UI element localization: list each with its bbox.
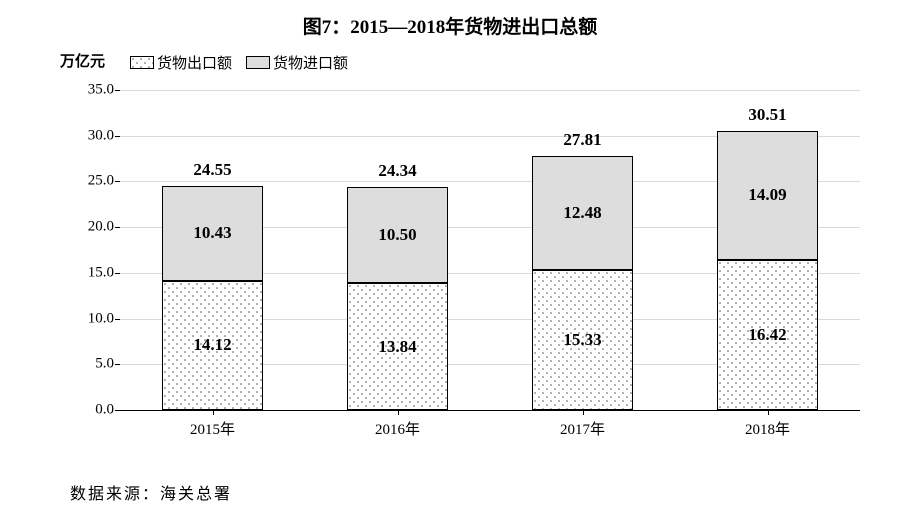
bar-value-import: 10.50	[347, 225, 449, 245]
bar-value-import: 12.48	[532, 203, 634, 223]
x-tick-label: 2016年	[305, 410, 490, 439]
y-tick-label: 30.0	[88, 127, 120, 144]
legend-label-import: 货物进口额	[273, 52, 348, 73]
bar-value-export: 14.12	[162, 335, 264, 355]
data-source: 数据来源：海关总署	[70, 480, 232, 504]
legend-item-import: 货物进口额	[246, 52, 348, 73]
bar-value-import: 10.43	[162, 223, 264, 243]
bar-group: 15.3312.4827.81	[532, 156, 634, 410]
legend-label-export: 货物出口额	[157, 52, 232, 73]
bar-group: 16.4214.0930.51	[717, 131, 819, 410]
y-tick-label: 0.0	[95, 402, 120, 419]
bar-group: 13.8410.5024.34	[347, 187, 449, 410]
bar-total-label: 30.51	[717, 105, 819, 125]
plot-region: 0.05.010.015.020.025.030.035.014.1210.43…	[120, 90, 860, 411]
chart-area: 万亿元 货物出口额 货物进口额 0.0 5.0 10.0 15.0 20.0 25.0 30…	[60, 50, 860, 450]
y-tick-label: 5.0	[95, 356, 120, 373]
y-tick-label: 25.0	[88, 173, 120, 190]
chart-title: 图7：2015—2018年货物进出口总额	[0, 0, 900, 39]
bar-value-export: 15.33	[532, 330, 634, 350]
y-tick-label: 10.0	[88, 310, 120, 327]
y-tick-label: 15.0	[88, 264, 120, 281]
y-tick-label: 20.0	[88, 219, 120, 236]
legend: 货物出口额 货物进口额	[130, 52, 348, 73]
bar-group: 14.1210.4324.55	[162, 186, 264, 410]
y-axis-unit: 万亿元	[60, 50, 105, 71]
legend-swatch-export	[130, 56, 154, 69]
bar-total-label: 24.34	[347, 161, 449, 181]
legend-item-export: 货物出口额	[130, 52, 232, 73]
bar-value-export: 13.84	[347, 337, 449, 357]
bar-value-export: 16.42	[717, 325, 819, 345]
x-tick-label: 2017年	[490, 410, 675, 439]
bar-value-import: 14.09	[717, 185, 819, 205]
y-tick-label: 35.0	[88, 82, 120, 99]
x-tick-label: 2018年	[675, 410, 860, 439]
x-tick-label: 2015年	[120, 410, 305, 439]
gridline	[120, 90, 860, 91]
bar-total-label: 27.81	[532, 130, 634, 150]
bar-total-label: 24.55	[162, 160, 264, 180]
legend-swatch-import	[246, 56, 270, 69]
